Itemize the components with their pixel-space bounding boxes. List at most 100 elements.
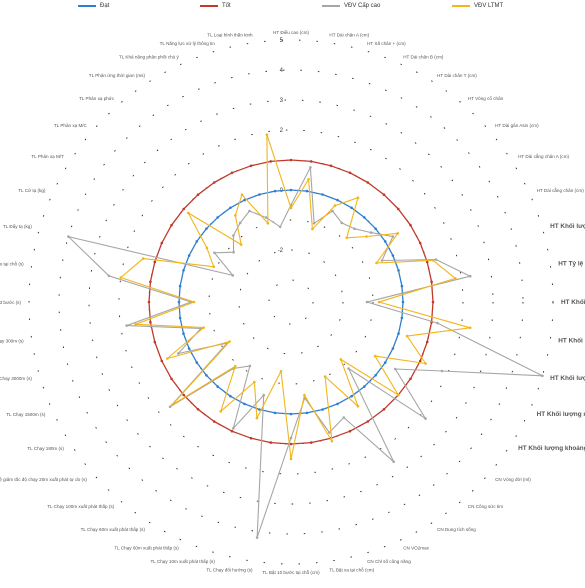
data-point bbox=[248, 209, 251, 213]
data-point bbox=[149, 320, 152, 324]
axis-label: HT Dài chân T (cm) bbox=[437, 73, 477, 78]
data-point bbox=[323, 375, 327, 378]
axis-label: CN Chỉ số công năng bbox=[367, 558, 411, 564]
data-point bbox=[153, 340, 157, 344]
data-point bbox=[212, 265, 215, 269]
data-point bbox=[212, 420, 216, 423]
data-point bbox=[309, 441, 313, 444]
data-point bbox=[375, 261, 378, 265]
grid-ring bbox=[58, 69, 524, 535]
data-point bbox=[265, 133, 269, 136]
data-point bbox=[240, 193, 244, 196]
data-point bbox=[394, 367, 397, 371]
grid-ring bbox=[268, 279, 314, 325]
data-point bbox=[289, 436, 293, 440]
data-point bbox=[425, 260, 429, 264]
data-point bbox=[229, 206, 232, 210]
data-point bbox=[234, 214, 237, 217]
data-point bbox=[424, 417, 427, 420]
data-point bbox=[369, 231, 373, 234]
data-point bbox=[195, 361, 199, 364]
data-point bbox=[373, 354, 377, 358]
data-point bbox=[353, 227, 356, 230]
axis-label: TL Chạy 100m xuất phát thấp (s) bbox=[47, 504, 114, 509]
data-point bbox=[425, 340, 429, 344]
axis-label: TL Phản xạ phức bbox=[79, 96, 115, 101]
data-point bbox=[269, 160, 273, 163]
axis-label: HT Khối lượng cơ tay (kg) bbox=[558, 336, 585, 344]
data-point bbox=[239, 243, 243, 246]
axis-label: TL Chạy 1500m (s) bbox=[6, 412, 46, 417]
legend-label: VĐV LTMT bbox=[474, 3, 504, 9]
data-point bbox=[347, 367, 350, 370]
data-point bbox=[400, 284, 404, 288]
data-point bbox=[348, 171, 352, 175]
data-point bbox=[342, 416, 346, 419]
data-point bbox=[232, 234, 235, 237]
data-point bbox=[391, 235, 395, 238]
data-point bbox=[243, 402, 246, 406]
data-point bbox=[289, 206, 293, 210]
data-point bbox=[365, 235, 368, 238]
data-point bbox=[213, 251, 216, 255]
data-point bbox=[196, 408, 200, 411]
axis-label: TL Tỷ lệ giảm tốc độ chạy 20m xuất phát … bbox=[0, 476, 87, 482]
data-point bbox=[333, 204, 337, 207]
data-point bbox=[397, 269, 400, 272]
data-point bbox=[541, 374, 544, 378]
data-point bbox=[125, 324, 128, 327]
data-point bbox=[178, 284, 182, 288]
data-point bbox=[392, 460, 396, 464]
axis-label: TL Chạy 3000m (s) bbox=[0, 376, 32, 381]
axis-label: HT Dài gân Asin (cm) bbox=[495, 123, 539, 128]
data-point bbox=[170, 377, 173, 381]
axis-label: HT Điểu cao (cm) bbox=[273, 29, 309, 35]
axis-label: TL Bật xa tại chỗ (cm) bbox=[329, 566, 374, 572]
axis-label: TL Cử tạ (kg) bbox=[18, 187, 46, 193]
data-point bbox=[255, 536, 259, 539]
data-point bbox=[409, 223, 412, 227]
legend-item: Đạt bbox=[78, 3, 109, 9]
grid-ring bbox=[118, 129, 464, 475]
data-point bbox=[409, 377, 412, 381]
data-point bbox=[249, 164, 253, 168]
data-point bbox=[309, 160, 313, 163]
data-point bbox=[187, 347, 191, 350]
data-point bbox=[436, 321, 439, 325]
data-point bbox=[365, 300, 369, 304]
axis-label: HT Khối lượng cơ (kg) bbox=[561, 298, 585, 306]
axis-label: HT Dài cẳng chân (cm) bbox=[537, 187, 585, 193]
legend-item: Tốt bbox=[200, 3, 231, 9]
legend-item: VĐV LTMT bbox=[452, 3, 503, 9]
data-point bbox=[374, 227, 377, 230]
data-point bbox=[405, 334, 409, 338]
data-point bbox=[134, 323, 137, 326]
data-point bbox=[195, 240, 199, 243]
data-point bbox=[177, 300, 181, 304]
data-point bbox=[350, 206, 353, 210]
data-point bbox=[374, 374, 377, 377]
axis-label: CN Dung tích sống bbox=[437, 527, 476, 532]
data-point bbox=[307, 178, 310, 181]
data-point bbox=[273, 189, 277, 193]
grid-ring bbox=[208, 219, 374, 385]
data-point bbox=[330, 439, 334, 443]
data-point bbox=[350, 394, 353, 398]
data-point bbox=[418, 359, 422, 363]
data-point bbox=[366, 420, 370, 423]
data-point bbox=[363, 216, 366, 219]
data-point bbox=[249, 436, 253, 440]
data-point bbox=[202, 326, 205, 329]
ring-tick-label: 5 bbox=[280, 38, 284, 44]
axis-label: TL Bật xa 3 bước (s) bbox=[0, 300, 21, 305]
axis-label: HT Khối lượng mỡ (kg) bbox=[550, 222, 585, 230]
axis-label: HT Dài chân B (cm) bbox=[403, 54, 444, 59]
data-point bbox=[396, 232, 400, 235]
axis-label: TL Phản ứng thời gian (ms) bbox=[89, 73, 146, 78]
data-point bbox=[67, 235, 70, 238]
data-point bbox=[366, 181, 370, 184]
grid-ring bbox=[238, 249, 344, 355]
axis-label: TL Chạy 10m xuất phát thấp (s) bbox=[150, 559, 215, 564]
axis-label: HT Tỷ lệ mỡ (%) bbox=[558, 261, 585, 268]
